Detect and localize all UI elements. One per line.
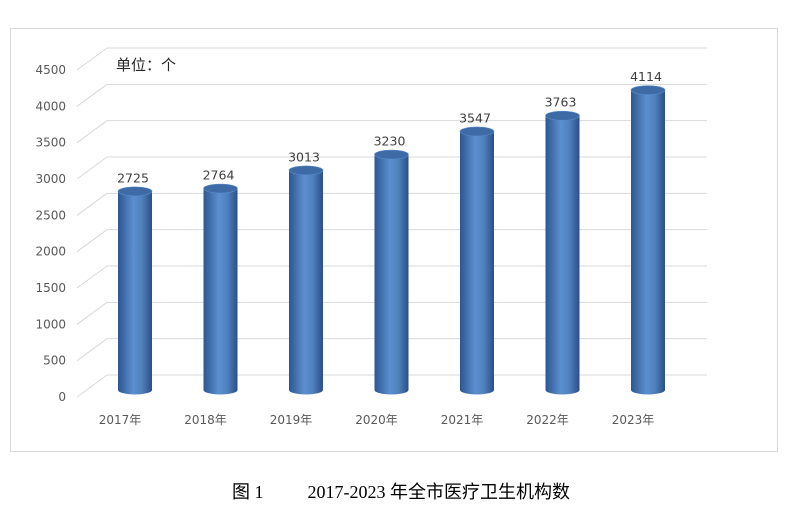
bar-top <box>545 110 580 121</box>
data-label: 2764 <box>203 168 235 183</box>
bar-top <box>117 186 153 197</box>
x-tick-label: 2018年 <box>184 413 227 427</box>
bar-body <box>460 131 494 395</box>
bar: 3763 2022年 <box>526 95 580 427</box>
bar: 3547 2021年 <box>441 110 495 427</box>
y-tick-label: 3000 <box>35 172 66 186</box>
bar-top <box>459 126 495 137</box>
gridline-depth <box>76 120 108 144</box>
y-tick-label: 3500 <box>35 136 66 150</box>
gridline-depth <box>76 47 108 71</box>
gridline-depth <box>76 192 108 216</box>
data-label: 2725 <box>117 170 149 185</box>
bar-body <box>631 90 665 395</box>
y-tick-label: 4000 <box>35 99 66 113</box>
chart-frame <box>10 28 778 452</box>
bar-top <box>203 183 238 194</box>
bar-chart: 0 500 1000 1500 2000 2500 3000 3500 4000 4500 272… <box>35 47 707 427</box>
bar-body <box>203 188 238 395</box>
figure-title: 2017-2023 年全市医疗卫生机构数 <box>307 482 571 502</box>
gridline-depth <box>76 374 108 398</box>
bar-top <box>630 85 666 95</box>
x-tick-label: 2022年 <box>526 413 569 427</box>
bar: 3013 2019年 <box>270 149 324 427</box>
bar-body <box>545 115 580 395</box>
y-tick-label: 0 <box>58 390 66 404</box>
x-tick-label: 2019年 <box>270 413 313 427</box>
figure-caption: 图 1 2017-2023 年全市医疗卫生机构数 <box>0 478 802 504</box>
bar: 4114 2023年 <box>612 69 666 427</box>
bar-top <box>374 149 409 160</box>
figure-number: 图 1 <box>232 482 264 502</box>
x-tick-label: 2017年 <box>99 413 142 427</box>
gridline-depth <box>76 301 108 325</box>
y-tick-label: 500 <box>43 354 66 368</box>
x-tick-label: 2021年 <box>441 413 484 427</box>
x-tick-label: 2020年 <box>355 413 398 427</box>
gridline-depth <box>76 265 108 289</box>
data-label: 3547 <box>459 110 491 125</box>
data-label: 4114 <box>630 69 662 84</box>
bar: 3230 2020年 <box>355 134 409 427</box>
bar-body <box>289 170 323 395</box>
bar-body <box>118 191 152 395</box>
bar: 2764 2018年 <box>184 168 238 427</box>
y-tick-label: 2000 <box>35 245 66 259</box>
data-label: 3230 <box>374 134 406 149</box>
gridline-depth <box>76 83 108 107</box>
y-tick-label: 1000 <box>35 317 66 331</box>
gridline-depth <box>76 338 108 362</box>
bar-top <box>288 165 324 176</box>
y-tick-label: 4500 <box>35 63 66 77</box>
y-tick-label: 2500 <box>35 208 66 222</box>
data-label: 3013 <box>288 149 320 164</box>
gridline-depth <box>76 229 108 253</box>
gridline-depth <box>76 156 108 180</box>
bar-body <box>374 154 409 395</box>
bar: 2725 2017年 <box>99 170 153 427</box>
y-tick-label: 1500 <box>35 281 66 295</box>
data-label: 3763 <box>545 95 577 110</box>
x-tick-label: 2023年 <box>612 413 655 427</box>
unit-annotation: 单位：个 <box>116 56 176 74</box>
